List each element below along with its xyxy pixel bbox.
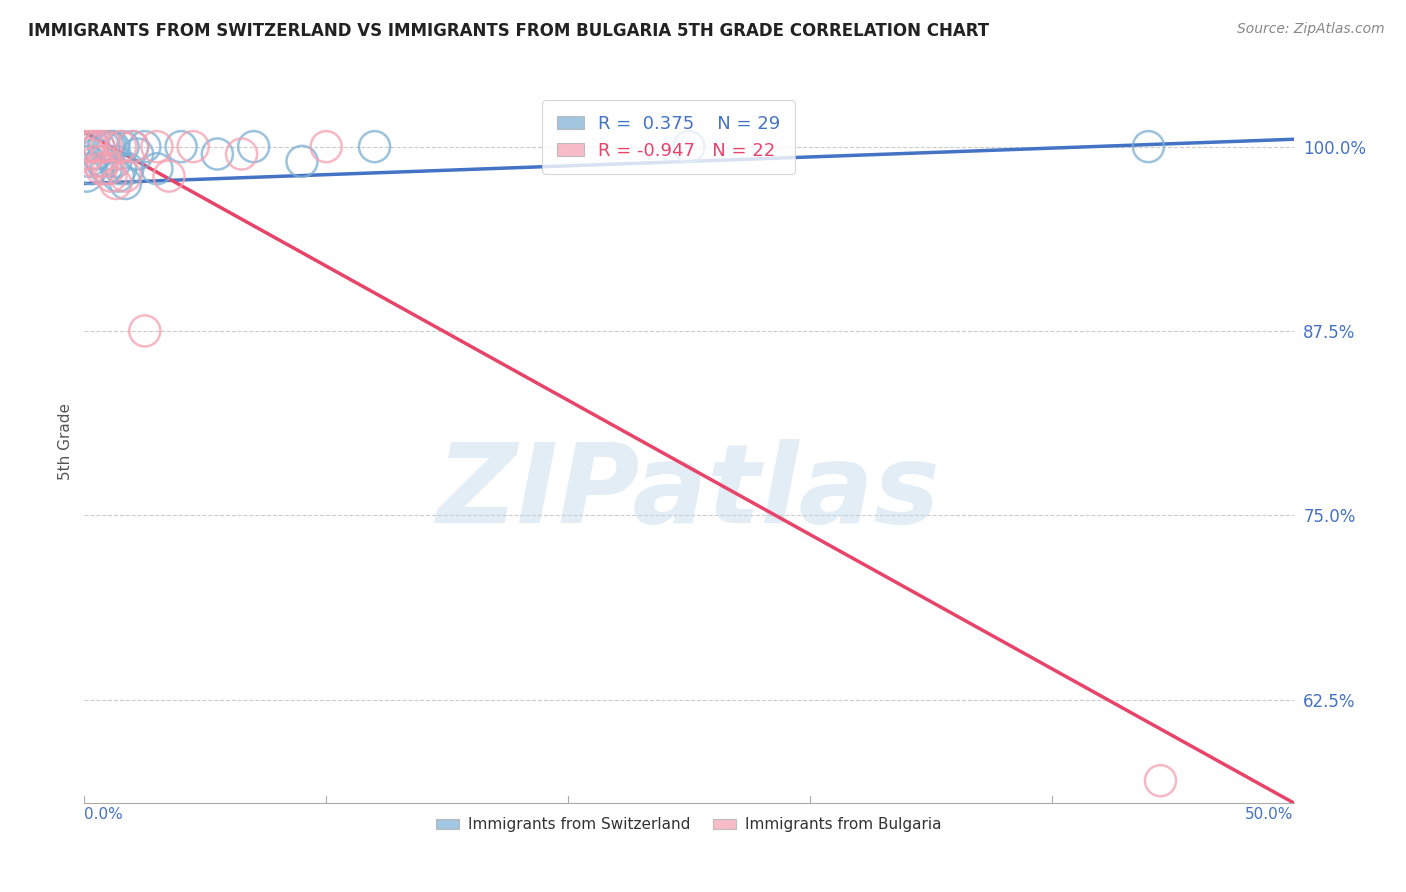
- Point: [104, 154, 127, 169]
- Point: [86, 154, 108, 169]
- Point: [90, 154, 112, 169]
- Point: [80, 139, 103, 153]
- Point: [315, 139, 337, 153]
- Point: [207, 147, 229, 161]
- Text: 50.0%: 50.0%: [1246, 807, 1294, 822]
- Point: [97, 161, 120, 176]
- Point: [104, 177, 127, 191]
- Point: [291, 154, 314, 169]
- Text: ZIPatlas: ZIPatlas: [437, 439, 941, 546]
- Point: [114, 177, 136, 191]
- Point: [242, 139, 264, 153]
- Point: [134, 324, 156, 338]
- Point: [80, 161, 103, 176]
- Point: [76, 139, 98, 153]
- Point: [94, 139, 117, 153]
- Point: [93, 139, 115, 153]
- Point: [127, 147, 149, 161]
- Point: [86, 147, 108, 161]
- Point: [103, 139, 125, 153]
- Point: [87, 139, 110, 153]
- Point: [107, 169, 129, 183]
- Point: [114, 169, 136, 183]
- Point: [100, 139, 122, 153]
- Point: [83, 139, 105, 153]
- Point: [231, 147, 253, 161]
- Point: [121, 139, 143, 153]
- Point: [181, 139, 204, 153]
- Point: [146, 139, 169, 153]
- Point: [678, 139, 700, 153]
- Legend: Immigrants from Switzerland, Immigrants from Bulgaria: Immigrants from Switzerland, Immigrants …: [430, 812, 948, 838]
- Point: [112, 139, 135, 153]
- Y-axis label: 5th Grade: 5th Grade: [58, 403, 73, 480]
- Point: [146, 161, 169, 176]
- Point: [110, 139, 132, 153]
- Point: [110, 161, 132, 176]
- Point: [90, 161, 112, 176]
- Point: [117, 161, 139, 176]
- Text: Source: ZipAtlas.com: Source: ZipAtlas.com: [1237, 22, 1385, 37]
- Point: [77, 154, 100, 169]
- Text: 0.0%: 0.0%: [84, 807, 124, 822]
- Point: [134, 139, 156, 153]
- Point: [94, 161, 117, 176]
- Point: [1137, 139, 1160, 153]
- Point: [100, 169, 122, 183]
- Point: [363, 139, 385, 153]
- Point: [87, 139, 110, 153]
- Point: [121, 139, 143, 153]
- Text: IMMIGRANTS FROM SWITZERLAND VS IMMIGRANTS FROM BULGARIA 5TH GRADE CORRELATION CH: IMMIGRANTS FROM SWITZERLAND VS IMMIGRANT…: [28, 22, 990, 40]
- Point: [97, 139, 120, 153]
- Point: [93, 154, 115, 169]
- Point: [77, 147, 100, 161]
- Point: [170, 139, 193, 153]
- Point: [157, 169, 180, 183]
- Point: [76, 169, 98, 183]
- Point: [1149, 773, 1171, 788]
- Point: [83, 139, 105, 153]
